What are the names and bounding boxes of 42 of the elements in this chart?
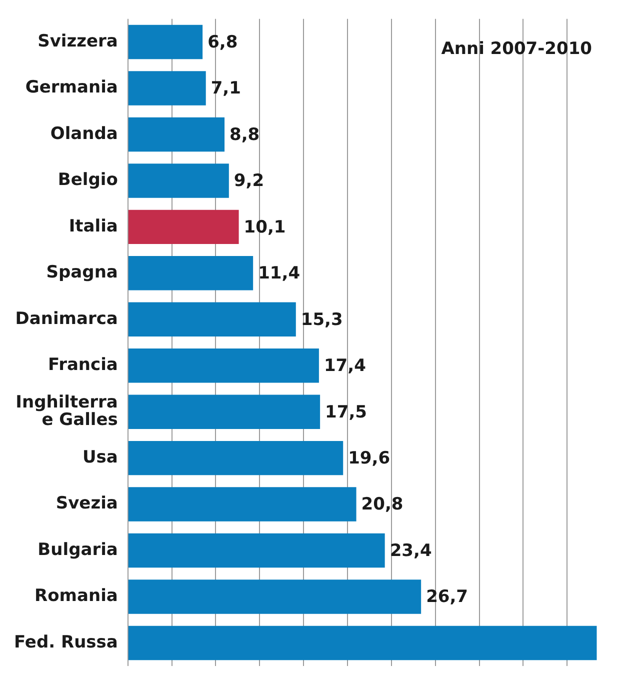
bar bbox=[128, 71, 206, 106]
annotation: Anni 2007-2010 bbox=[441, 38, 592, 59]
bar bbox=[128, 164, 229, 198]
bar bbox=[128, 24, 203, 60]
y-tick-label: Svizzera bbox=[38, 31, 118, 52]
y-tick-label: Inghilterra e Galles bbox=[16, 392, 118, 430]
data-label: 19,6 bbox=[348, 448, 390, 468]
data-label: 17,5 bbox=[325, 402, 368, 422]
y-tick-label: Olanda bbox=[50, 124, 118, 144]
data-label: 15,3 bbox=[300, 310, 343, 330]
bar bbox=[128, 256, 254, 290]
bar bbox=[128, 348, 319, 383]
y-tick-label: Germania bbox=[25, 78, 118, 98]
data-label: 20,8 bbox=[361, 494, 404, 515]
y-tick-label: Svezia bbox=[56, 494, 118, 514]
bar bbox=[128, 487, 356, 522]
bar bbox=[128, 580, 422, 614]
y-tick-label: Romania bbox=[34, 586, 118, 606]
y-tick-label: Usa bbox=[82, 447, 118, 468]
y-tick-label: Francia bbox=[48, 355, 118, 376]
y-tick-label: Fed. Russa bbox=[14, 632, 118, 652]
bar bbox=[128, 533, 385, 568]
bar bbox=[128, 440, 344, 476]
data-label: 17,4 bbox=[324, 356, 366, 376]
y-tick-label: Spagna bbox=[46, 262, 118, 283]
bar bbox=[128, 302, 296, 336]
data-label: 9,2 bbox=[234, 171, 264, 192]
data-label: 26,7 bbox=[426, 587, 468, 608]
data-label: 7,1 bbox=[210, 78, 241, 99]
bar bbox=[128, 117, 225, 152]
bar bbox=[128, 210, 239, 244]
y-tick-label: Danimarca bbox=[15, 308, 118, 329]
bar bbox=[128, 626, 597, 660]
data-label: 10,1 bbox=[244, 217, 286, 238]
y-tick-label: Bulgaria bbox=[38, 540, 118, 560]
data-label: 11,4 bbox=[258, 264, 300, 284]
bar bbox=[128, 394, 320, 429]
y-tick-label: Belgio bbox=[58, 170, 118, 190]
data-label: 23,4 bbox=[390, 540, 432, 561]
data-label: 8,8 bbox=[230, 124, 260, 145]
y-tick-label: Italia bbox=[68, 216, 118, 236]
data-label: 6,8 bbox=[208, 32, 238, 52]
